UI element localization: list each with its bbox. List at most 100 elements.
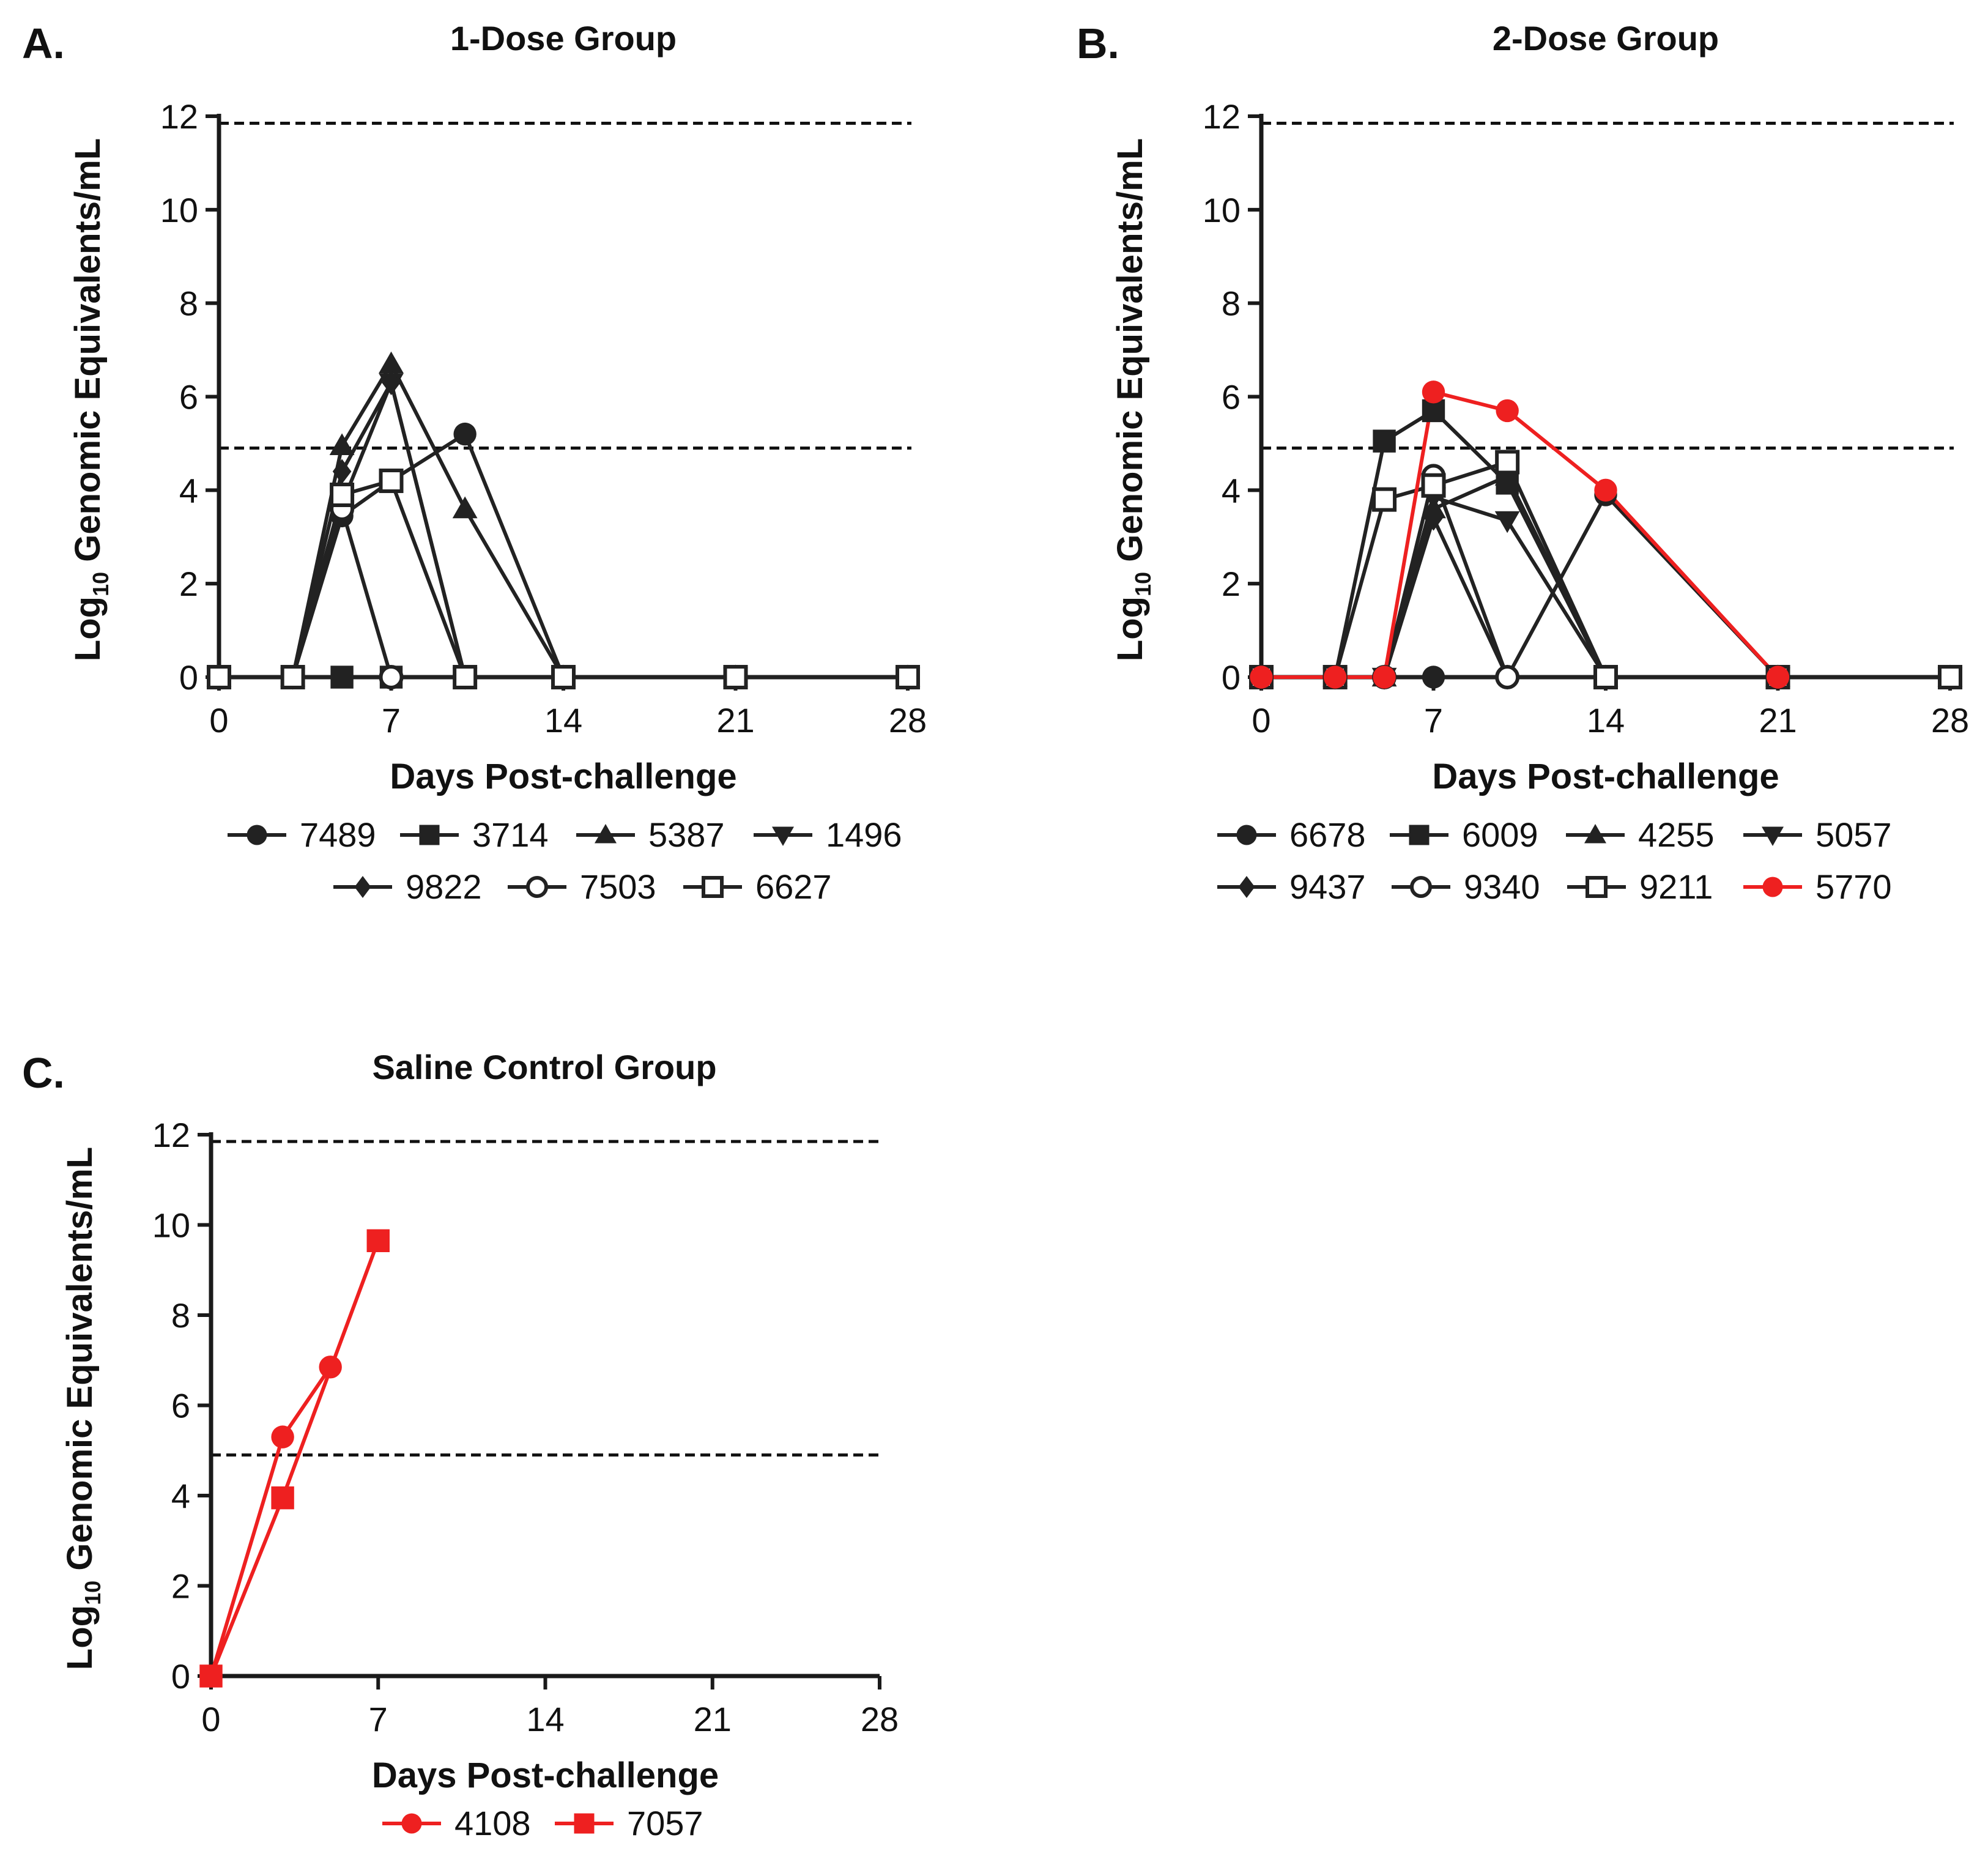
x-axis-label: Days Post-challenge [1432,757,1779,796]
y-tick-label: 12 [152,1116,190,1154]
x-tick-label: 7 [1424,701,1443,740]
legend-label: 6627 [755,867,832,906]
legend-item: 3714 [400,815,549,854]
data-point-5770 [1373,666,1396,689]
data-point-4255 [1494,464,1520,486]
data-point-6627 [280,665,305,689]
legend-item: 4108 [382,1804,531,1842]
chart-title: Saline Control Group [372,1048,716,1086]
legend-item: 9340 [1392,867,1540,906]
y-tick-label: 8 [179,284,198,323]
data-point-5387 [452,496,478,519]
legend-marker [247,825,267,845]
y-tick-label: 4 [171,1477,190,1515]
y-tick-label: 6 [1222,378,1241,417]
series-line-9211 [1261,460,1950,679]
legend-label: 9437 [1289,867,1366,906]
legend-marker [401,1813,422,1834]
y-tick-label: 0 [1222,658,1241,697]
x-tick-label: 7 [382,701,401,740]
legend-label: 5770 [1816,867,1892,906]
x-axis-label: Days Post-challenge [372,1756,719,1795]
x-tick-label: 14 [544,701,582,740]
legend-item: 9822 [333,867,482,906]
data-point-6627 [896,665,920,689]
y-tick-label: 10 [1203,191,1241,229]
data-point-9211 [1372,487,1397,512]
legend-label: 1496 [826,815,902,854]
legend-label: 6678 [1289,815,1366,854]
legend-marker [1410,876,1432,898]
x-tick-label: 0 [201,1700,220,1738]
legend-label: 6009 [1462,815,1538,854]
legend-label: 9822 [406,867,482,906]
x-tick-label: 14 [526,1700,564,1738]
legend-marker [1584,824,1606,844]
data-point-6627 [723,665,748,689]
data-point-9340 [1495,665,1520,689]
legend-item: 7057 [555,1804,703,1842]
legend-marker [419,825,440,845]
x-tick-label: 21 [1759,701,1797,740]
y-tick-label: 4 [1222,471,1241,510]
y-tick-label: 8 [1222,284,1241,323]
legend-marker [1238,876,1255,898]
legend-marker [1409,825,1430,845]
data-point-5770 [1766,666,1790,689]
chart-panel-1: A. 1-Dose Group 0 2 4 6 8 10 12 0 7 14 21 28 Days Post… [22,19,927,906]
y-tick-label: 2 [1222,565,1241,603]
data-point-6627 [207,665,231,689]
legend-label: 3714 [472,815,549,854]
chart-panel-3: C. Saline Control Group 0 2 4 6 8 10 12 0 7 14 21 28 D… [22,1048,899,1842]
data-point-5387 [379,351,404,374]
data-point-7057 [366,1229,390,1253]
x-tick-label: 21 [716,701,754,740]
y-tick-label: 2 [179,565,198,603]
y-tick-label: 4 [179,471,198,510]
data-point-9211 [1421,473,1446,498]
legend-item: 5387 [576,815,725,854]
y-axis-label: Log10 Genomic Equivalents/mL [1110,138,1155,661]
legend-marker [1762,826,1784,846]
series-line-5770 [1261,390,1779,679]
x-axis-label: Days Post-challenge [390,757,736,796]
legend-label: 5057 [1816,815,1892,854]
data-point-5770 [1496,399,1519,423]
y-tick-label: 10 [152,1206,190,1245]
legend-item: 7489 [228,815,376,854]
y-tick-label: 10 [160,191,198,229]
legend-label: 9340 [1464,867,1540,906]
panel-label: A. [22,20,65,67]
x-tick-label: 7 [369,1700,388,1738]
legend-label: 4255 [1638,815,1715,854]
series-line-6009 [1261,409,1950,679]
data-point-7503 [379,665,404,689]
series-line-5387 [219,362,908,679]
data-point-9822 [382,370,401,395]
panel-label: C. [22,1049,65,1097]
series-line-6627 [219,479,908,679]
series-line-5057 [1261,495,1950,679]
chart-title: 2-Dose Group [1493,19,1719,57]
legend-marker [595,824,617,844]
data-point-5057 [1494,511,1520,533]
data-point-7057 [199,1664,223,1688]
legend-label: 7489 [300,815,376,854]
legend-item: 6678 [1217,815,1366,854]
data-point-3714 [330,666,354,689]
data-point-9211 [1495,450,1520,475]
data-point-6627 [330,482,355,507]
legend-marker [574,1813,595,1834]
y-tick-label: 6 [179,378,198,417]
chart-panel-2: B. 2-Dose Group 0 2 4 6 8 10 12 0 7 14 21 28 Days Post… [1077,19,1969,906]
y-tick-label: 0 [171,1657,190,1696]
data-point-6678 [1422,666,1445,689]
legend-label: 9211 [1639,867,1713,906]
legend-marker [772,826,794,846]
legend-marker [702,876,724,898]
y-tick-label: 12 [160,97,198,136]
data-point-7057 [271,1486,294,1510]
legend-item: 9211 [1567,867,1713,906]
y-tick-label: 8 [171,1296,190,1335]
